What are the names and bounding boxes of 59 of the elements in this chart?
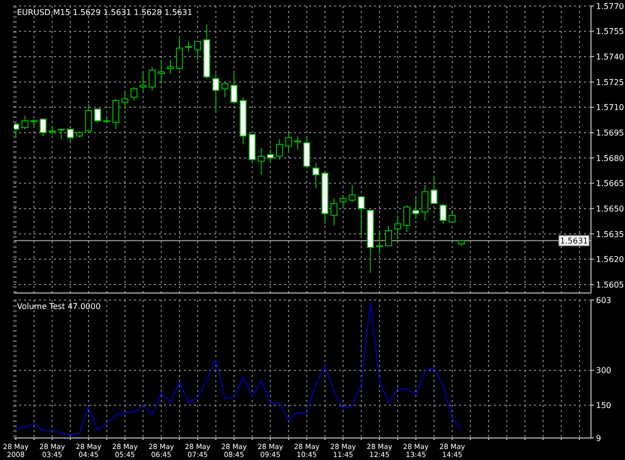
candlestick [330, 198, 338, 226]
candlestick [194, 40, 202, 61]
candlestick [412, 196, 420, 220]
y-tick-label: 1.5710 [596, 103, 624, 112]
y-tick-label: 9 [596, 434, 602, 443]
candlestick [121, 90, 128, 110]
y-tick-label: 1.5650 [596, 204, 624, 214]
y-tick-label: 1.5725 [596, 78, 624, 87]
y-tick-label: 1.5680 [596, 154, 624, 163]
candlestick [21, 115, 28, 130]
line-series [15, 302, 462, 436]
y-tick-label: 603 [596, 296, 612, 305]
candlestick [376, 230, 383, 255]
candlestick [266, 149, 274, 162]
y-tick-label: 1.5620 [596, 255, 624, 264]
candlestick [312, 162, 320, 189]
ref-line-label: 1.5631 [560, 236, 588, 246]
candlestick [166, 60, 174, 74]
candlestick [130, 86, 138, 102]
candlestick [285, 132, 292, 152]
candlestick [148, 66, 156, 91]
y-tick-label: 1.5635 [596, 230, 624, 239]
candlestick [440, 203, 447, 224]
y-tick-label: 150 [596, 401, 612, 410]
candlestick [276, 138, 283, 160]
y-tick-label: 1.5695 [596, 128, 624, 138]
candlestick [185, 40, 192, 52]
candlestick [112, 98, 120, 130]
candlestick [421, 184, 428, 221]
candlestick [221, 81, 228, 98]
y-tick-label: 1.5770 [596, 2, 624, 11]
y-tick-label: 1.5665 [596, 179, 624, 188]
candlestick [212, 73, 220, 113]
candlestick [303, 135, 310, 169]
y-tick-label: 1.5605 [596, 280, 624, 290]
candlestick [340, 194, 347, 210]
candlestick [94, 108, 102, 123]
candlestick [448, 210, 456, 223]
candlestick [158, 60, 165, 84]
candlestick [58, 128, 65, 140]
candlestick [385, 224, 392, 246]
candlestick [230, 73, 238, 104]
chart-title: EURUSD,M15 1.5629 1.5631 1.5628 1.5631 [17, 8, 192, 17]
y-tick-label: 1.5740 [596, 52, 624, 62]
candlestick [348, 184, 356, 202]
chart-title: Volume Test 47.0000 [17, 302, 101, 311]
candlestick [66, 128, 74, 142]
candlestick [40, 118, 47, 136]
candlestick [394, 214, 402, 240]
y-tick-label: 1.5755 [596, 27, 624, 36]
candlestick [294, 135, 302, 150]
candlestick [176, 36, 183, 71]
y-tick-label: 300 [596, 366, 612, 376]
candlestick [358, 196, 365, 236]
candlestick [140, 71, 147, 93]
candlestick [403, 204, 410, 233]
candlestick [430, 176, 438, 204]
candlestick [258, 147, 265, 176]
candlestick [85, 103, 92, 134]
